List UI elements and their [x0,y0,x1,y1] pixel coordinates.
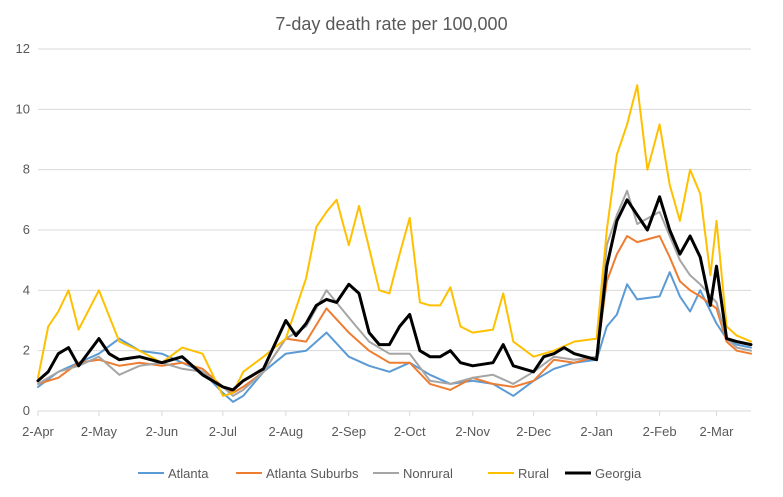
legend: Atlanta Atlanta Suburbs Nonrural Rural Georg… [138,466,642,481]
grid-lines [38,48,751,412]
legend-label-atlanta: Atlanta [168,466,209,481]
legend-label-rural: Rural [518,466,549,481]
y-tick-label: 0 [23,403,30,418]
x-tick-label: 2-Dec [516,424,551,439]
series-line-georgia [36,195,753,392]
x-tick-label: 2-Feb [643,424,677,439]
y-tick-label: 12 [16,41,30,56]
x-axis-ticks: 2-Apr 2-May 2-Jun 2-Jul 2-Aug 2-Sep 2-Oct 2-Nov… [22,411,734,439]
series-line-atlanta-suburbs [37,235,752,394]
y-tick-label: 4 [23,282,30,297]
x-tick-label: 2-Oct [394,424,426,439]
y-axis-ticks: 0 2 4 6 8 10 12 [16,41,30,418]
series-line-atlanta [37,271,752,403]
y-tick-label: 6 [23,222,30,237]
x-tick-label: 2-Jul [209,424,237,439]
series-line-rural [37,84,752,397]
y-tick-label: 8 [23,162,30,177]
x-tick-label: 2-Aug [268,424,303,439]
x-tick-label: 2-Mar [699,424,734,439]
series-line-nonrural [37,189,752,397]
x-tick-label: 2-Apr [22,424,54,439]
x-tick-label: 2-May [81,424,118,439]
y-tick-label: 10 [16,101,30,116]
x-tick-label: 2-Jan [580,424,613,439]
series-lines [36,84,753,403]
legend-label-nonrural: Nonrural [403,466,453,481]
x-tick-label: 2-Nov [455,424,490,439]
x-tick-label: 2-Jun [146,424,179,439]
chart-title: 7-day death rate per 100,000 [275,14,507,34]
y-tick-label: 2 [23,343,30,358]
legend-label-atlanta-suburbs: Atlanta Suburbs [266,466,359,481]
legend-label-georgia: Georgia [595,466,642,481]
x-tick-label: 2-Sep [331,424,366,439]
